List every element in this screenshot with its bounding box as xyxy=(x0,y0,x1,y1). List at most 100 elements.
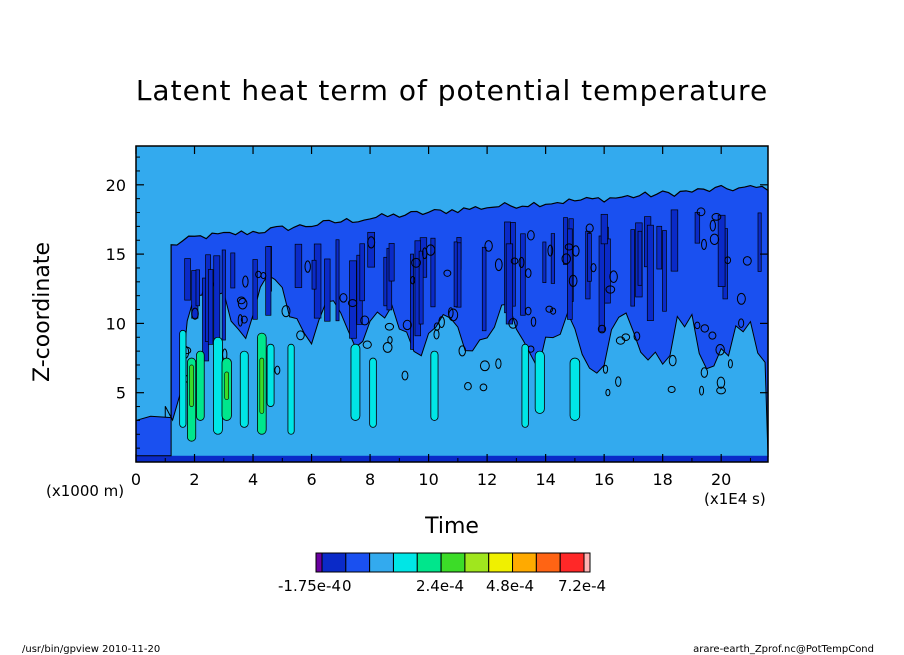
contour-loop xyxy=(605,388,611,397)
convective-core xyxy=(266,343,275,407)
contour-loop xyxy=(715,344,725,356)
contour-loop xyxy=(401,370,409,381)
colorbar-tick-label: 0 xyxy=(342,577,352,595)
cold-column xyxy=(670,209,679,272)
contour-loop xyxy=(609,270,618,283)
cold-column xyxy=(265,246,272,316)
contour-loop xyxy=(367,236,376,249)
contour-loop xyxy=(585,223,594,233)
cold-column xyxy=(646,224,654,321)
contour-loop xyxy=(443,269,452,277)
cold-column xyxy=(694,212,701,244)
contour-loop xyxy=(709,233,720,245)
colorbar-swatch xyxy=(512,552,537,573)
cold-column xyxy=(587,233,592,282)
cold-column xyxy=(195,269,200,307)
contour-loop xyxy=(410,276,416,285)
contour-loop xyxy=(545,305,554,313)
colorbar-swatch xyxy=(464,552,490,573)
x-tick-label: 12 xyxy=(477,470,497,489)
cold-column xyxy=(598,235,605,333)
x-tick-label: 6 xyxy=(306,470,316,489)
contour-loop xyxy=(633,331,641,341)
contour-loop xyxy=(433,322,441,331)
colorbar-swatch xyxy=(345,552,371,573)
contour-loop xyxy=(360,315,370,326)
contour-loop xyxy=(347,299,358,308)
contour-loop xyxy=(699,385,705,396)
convective-core xyxy=(521,343,529,428)
cold-column xyxy=(388,243,395,282)
cold-column xyxy=(567,228,573,320)
y-axis-title-text: Z-coordinate xyxy=(30,242,55,382)
colorbar-swatch xyxy=(392,552,418,573)
contour-loop xyxy=(525,268,532,279)
contour-loop xyxy=(716,376,726,389)
cold-column xyxy=(367,231,375,268)
contour-loop xyxy=(274,365,281,375)
chart-title: Latent heat term of potential temperatur… xyxy=(135,74,769,107)
cold-column xyxy=(656,225,663,270)
cold-column xyxy=(662,230,667,312)
contour-loop xyxy=(281,305,291,318)
contour-loop xyxy=(694,321,701,330)
contour-loop xyxy=(738,318,745,328)
contour-loop xyxy=(530,316,537,327)
cold-column xyxy=(630,229,635,307)
cold-column xyxy=(481,246,487,332)
contour-loop xyxy=(547,244,554,257)
y-tick-label: 5 xyxy=(116,384,126,403)
cold-column xyxy=(453,241,458,308)
contour-loop xyxy=(696,207,706,217)
contour-loop xyxy=(564,243,574,251)
cold-column xyxy=(359,243,365,302)
y-axis-unit: (x1000 m) xyxy=(46,482,125,500)
convective-core xyxy=(569,357,581,421)
colorbar-swatch xyxy=(535,552,561,573)
convective-core xyxy=(369,357,377,428)
colorbar-swatch xyxy=(488,552,514,573)
convective-core-strong xyxy=(224,371,230,400)
y-tick-label: 10 xyxy=(106,314,126,333)
contour-loop xyxy=(237,297,248,310)
y-tick-label: 20 xyxy=(106,176,126,195)
colorbar-tick-label: 4.8e-4 xyxy=(486,577,535,595)
contour-loop xyxy=(191,307,199,320)
contour-loop xyxy=(510,257,519,265)
convective-core xyxy=(287,343,295,435)
cold-column xyxy=(418,250,424,325)
colorbar-tick-label: -1.75e-4 xyxy=(278,577,341,595)
cold-column xyxy=(757,212,762,272)
x-tick-label: 8 xyxy=(365,470,375,489)
colorbar-swatch xyxy=(315,552,323,573)
contour-loop xyxy=(550,307,557,315)
contour-loop xyxy=(621,333,631,341)
contour-loop xyxy=(425,244,436,256)
contour-loop xyxy=(240,315,248,324)
colorbar-swatch xyxy=(559,552,585,573)
cold-column xyxy=(184,258,191,301)
convective-core xyxy=(179,329,187,428)
contour-loop xyxy=(339,293,348,303)
contour-loop xyxy=(362,340,372,349)
contour-loop xyxy=(518,256,525,268)
plot-frame xyxy=(135,145,769,463)
contour-loop xyxy=(572,245,580,257)
convective-core xyxy=(213,336,223,435)
contour-loop xyxy=(527,230,535,241)
contour-loop xyxy=(384,322,395,331)
contour-loop xyxy=(495,358,502,369)
contour-loop xyxy=(411,257,421,268)
contour-loop xyxy=(602,364,609,374)
contour-loop xyxy=(568,274,578,288)
cold-column xyxy=(335,239,340,322)
contour-loop xyxy=(724,256,732,265)
contour-loop xyxy=(484,240,493,252)
cold-column xyxy=(410,253,414,350)
early-boundary-layer xyxy=(135,415,172,457)
contour-loop xyxy=(742,256,752,266)
contour-loop xyxy=(296,330,305,341)
cold-column xyxy=(324,258,331,322)
x-tick-label: 14 xyxy=(535,470,555,489)
